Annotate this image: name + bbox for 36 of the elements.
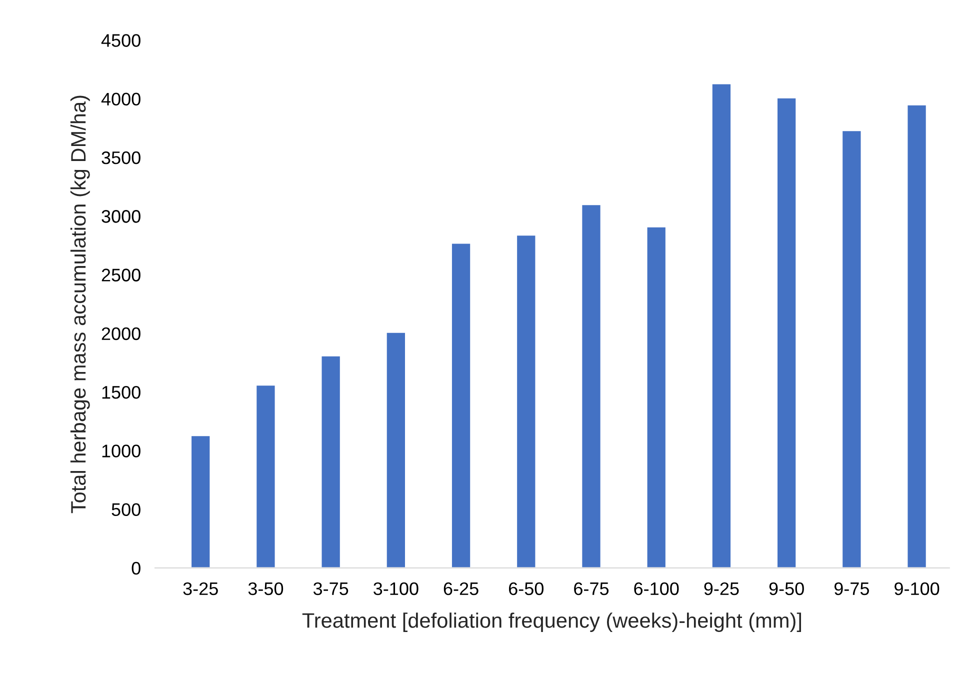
y-axis-title: Total herbage mass accumulation (kg DM/ha): [70, 96, 90, 514]
x-tick-label: 9-75: [834, 582, 869, 596]
y-tick-label: 2500: [102, 268, 140, 282]
y-tick-label: 500: [112, 503, 140, 516]
bar: [450, 242, 472, 568]
y-tick-label: 0: [132, 562, 140, 575]
x-tick-label: 6-25: [444, 582, 478, 596]
x-tick-label: 9-25: [704, 582, 739, 596]
bar: [906, 104, 928, 568]
y-tick-label: 4500: [101, 34, 140, 47]
bar: [190, 434, 212, 568]
x-tick-label: 3-100: [374, 582, 418, 596]
y-tick-label: 4000: [101, 92, 140, 106]
bar: [580, 204, 602, 568]
y-tick-label: 1500: [102, 386, 140, 399]
x-tick-label: 3-50: [248, 582, 284, 596]
bar: [646, 226, 667, 568]
x-tick-label: 3-75: [313, 582, 348, 596]
y-tick-label: 3500: [102, 151, 140, 164]
bar: [711, 82, 732, 568]
x-tick-label: 3-25: [183, 582, 218, 596]
y-tick-label: 1000: [102, 444, 140, 458]
bar: [385, 332, 406, 568]
bar: [776, 96, 798, 568]
x-tick-label: 9-50: [769, 582, 804, 596]
x-tick-label: 9-100: [894, 582, 940, 596]
x-tick-label: 6-50: [508, 582, 544, 596]
bar: [320, 354, 342, 568]
y-tick-label: 2000: [102, 327, 140, 340]
bar: [255, 384, 276, 568]
bar: [841, 130, 862, 568]
x-axis-title: Treatment [defoliation frequency (weeks)-height (mm)]: [302, 612, 802, 632]
y-tick-label: 3000: [102, 210, 140, 223]
x-tick-label: 6-75: [574, 582, 609, 596]
bar: [516, 234, 537, 568]
x-tick-label: 6-100: [634, 582, 679, 596]
